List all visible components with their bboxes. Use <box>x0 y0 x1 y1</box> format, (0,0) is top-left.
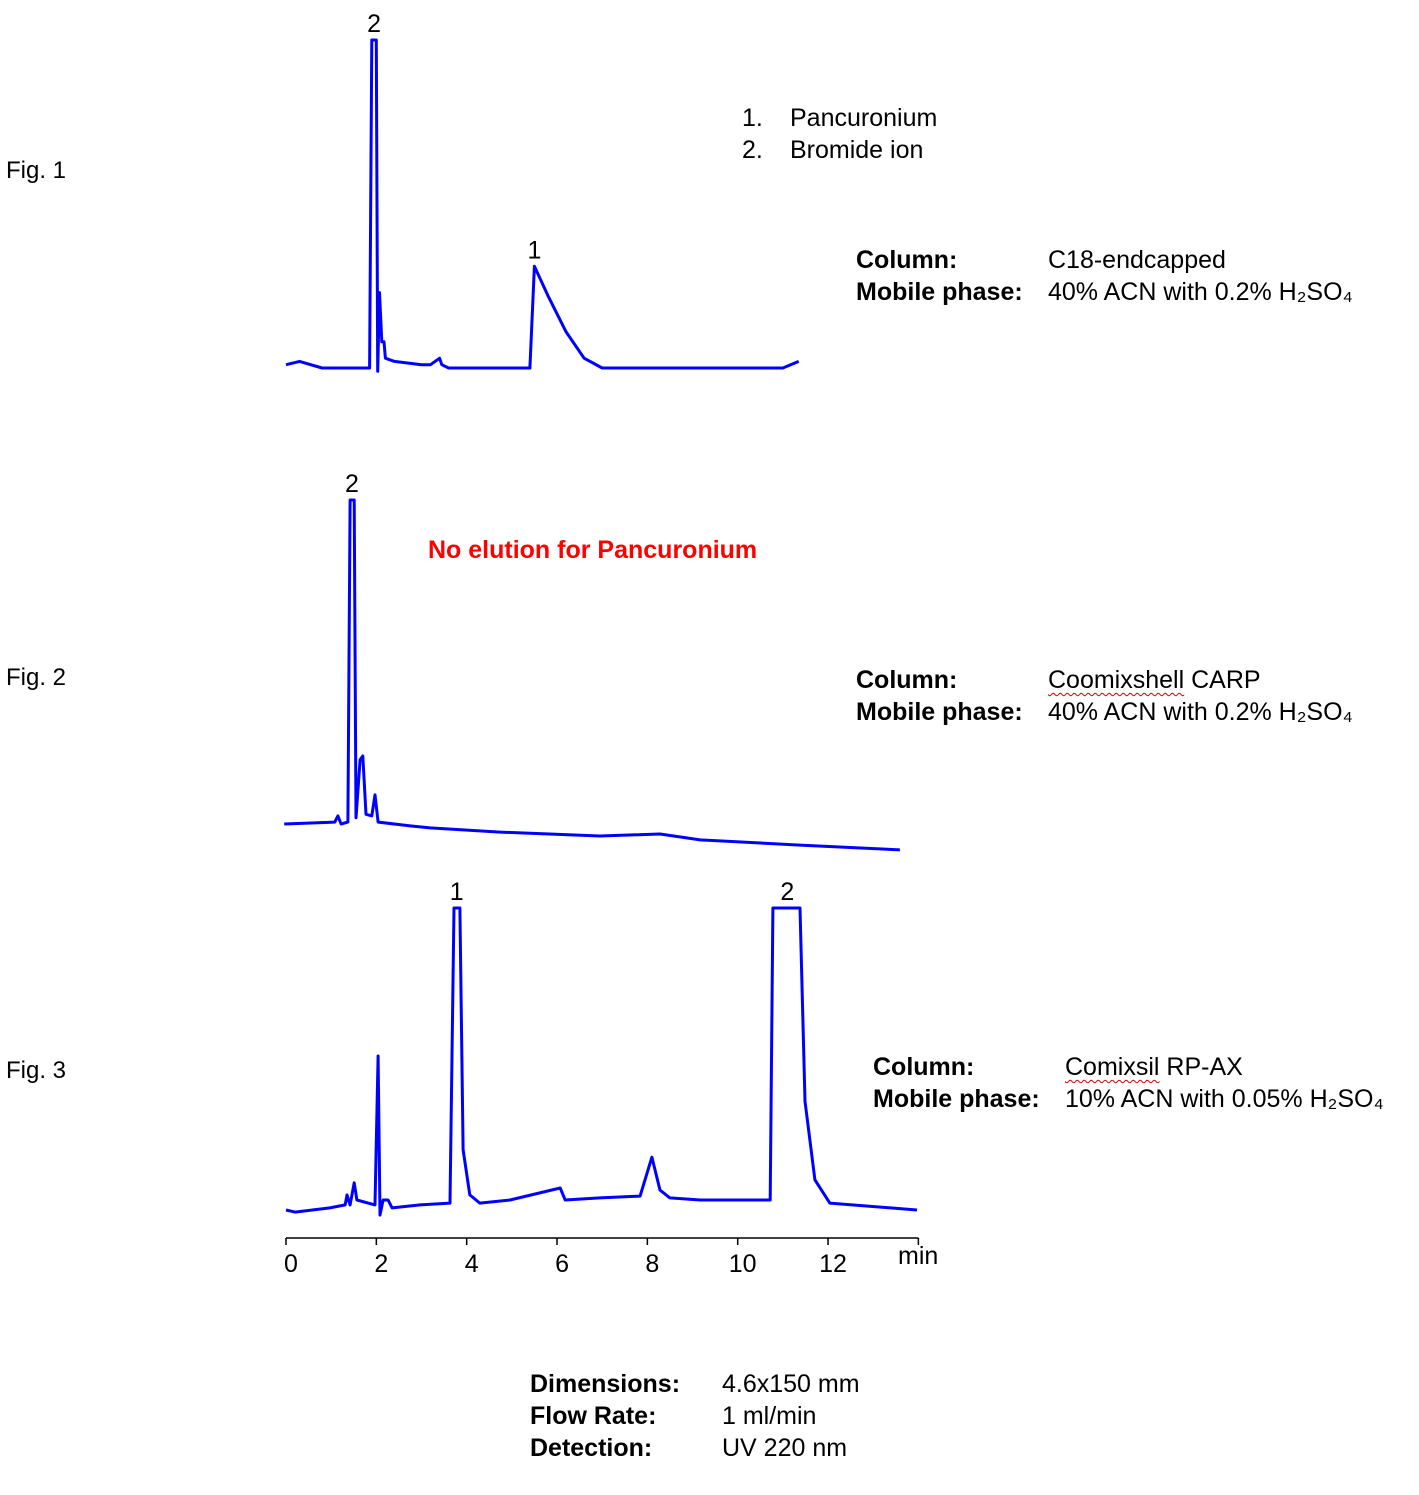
legend-item: 1. Pancuronium <box>742 102 937 134</box>
dimensions-label: Dimensions: <box>530 1370 681 1398</box>
mobile-phase-label: Mobile phase: <box>856 278 1023 306</box>
peak-legend: 1. Pancuronium 2. Bromide ion <box>742 102 937 166</box>
flow-rate-value: 1 ml/min <box>722 1402 817 1430</box>
column-value: C18-endcapped <box>1048 246 1226 274</box>
x-tick-label: 2 <box>374 1250 388 1278</box>
legend-name: Pancuronium <box>790 104 938 132</box>
mobile-phase-label: Mobile phase: <box>856 698 1023 726</box>
mobile-phase-value: 10% ACN with 0.05% H₂SO₄ <box>1065 1085 1384 1113</box>
x-tick-label: 0 <box>284 1250 298 1278</box>
peak-label: 2 <box>345 470 359 498</box>
x-tick-label: 6 <box>555 1250 569 1278</box>
x-axis-unit-label: min <box>898 1242 938 1270</box>
x-tick-label: 8 <box>645 1250 659 1278</box>
legend-num: 2. <box>742 136 763 164</box>
column-brand: Comixsil <box>1065 1053 1160 1081</box>
legend-item: 2. Bromide ion <box>742 134 937 166</box>
figure-label-3: Fig. 3 <box>6 1057 67 1084</box>
figure-label-2: Fig. 2 <box>6 664 67 691</box>
peak-label: 2 <box>367 10 381 38</box>
peak-label: 1 <box>450 878 464 906</box>
column-brand: Coomixshell <box>1048 666 1185 694</box>
legend-num: 1. <box>742 104 763 132</box>
conditions-fig1: Column: C18-endcapped Mobile phase: 40% AC… <box>856 244 1353 308</box>
chromatogram-trace-3 <box>285 906 918 1217</box>
x-tick-label: 4 <box>465 1250 479 1278</box>
conditions-fig2: Column: Coomixshell CARP Mobile phase: 40%… <box>856 664 1353 728</box>
peak-label: 1 <box>527 236 541 264</box>
method-details: Dimensions: 4.6x150 mm Flow Rate: 1 ml/min… <box>530 1368 860 1464</box>
column-label: Column: <box>856 666 958 694</box>
conditions-fig3: Column: Comixsil RP-AX Mobile phase: 10% A… <box>873 1051 1384 1115</box>
mobile-phase-value: 40% ACN with 0.2% H₂SO₄ <box>1048 698 1353 726</box>
column-label: Column: <box>873 1053 975 1081</box>
column-value: CARP <box>1184 666 1261 694</box>
x-tick-label: 12 <box>819 1250 847 1278</box>
no-elution-annotation: No elution for Pancuronium <box>428 536 758 564</box>
detection-label: Detection: <box>530 1434 653 1462</box>
figure-label-1: Fig. 1 <box>6 157 67 184</box>
chromatogram-trace-1 <box>285 38 800 373</box>
mobile-phase-value: 40% ACN with 0.2% H₂SO₄ <box>1048 278 1353 306</box>
chromatogram-trace-2 <box>284 498 900 852</box>
dimensions-value: 4.6x150 mm <box>722 1370 860 1398</box>
column-label: Column: <box>856 246 958 274</box>
x-tick-label: 10 <box>729 1250 757 1278</box>
flow-rate-label: Flow Rate: <box>530 1402 657 1430</box>
detection-value: UV 220 nm <box>722 1434 848 1462</box>
peak-label: 2 <box>780 878 794 906</box>
column-value: RP-AX <box>1159 1053 1243 1081</box>
legend-name: Bromide ion <box>790 136 924 164</box>
mobile-phase-label: Mobile phase: <box>873 1085 1040 1113</box>
